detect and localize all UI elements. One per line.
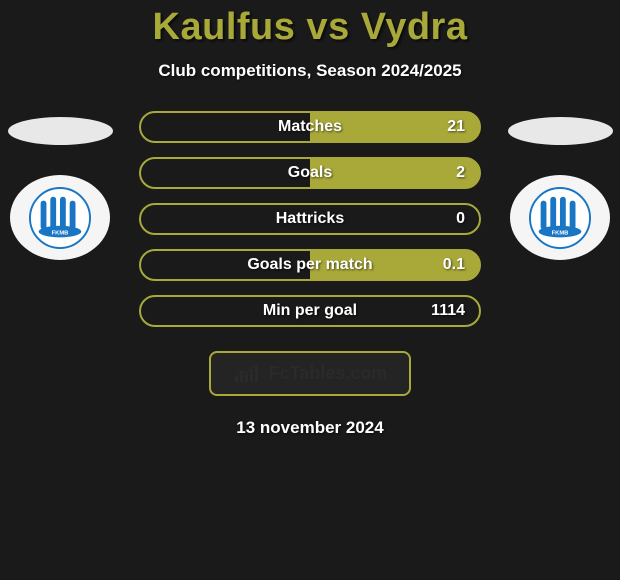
club-logo-right-icon: FKMB bbox=[529, 187, 591, 249]
stat-rows: Matches 21 Goals 2 Hattricks 0 Goals per match… bbox=[139, 111, 481, 327]
stat-value-right: 2 bbox=[456, 164, 465, 182]
stat-row: Min per goal 1114 bbox=[139, 295, 481, 327]
stat-value-right: 0.1 bbox=[443, 256, 465, 274]
svg-text:FKMB: FKMB bbox=[552, 230, 569, 236]
club-badge-left: FKMB bbox=[10, 175, 110, 260]
content-container: Kaulfus vs Vydra Club competitions, Seas… bbox=[0, 0, 620, 580]
player-left-avatar-placeholder bbox=[8, 117, 113, 145]
club-badge-right: FKMB bbox=[510, 175, 610, 260]
page-title: Kaulfus vs Vydra bbox=[153, 6, 468, 49]
brand-box: FcTables.com bbox=[209, 351, 412, 396]
player-left-column: FKMB bbox=[0, 111, 120, 260]
club-logo-left-icon: FKMB bbox=[29, 187, 91, 249]
brand-text: FcTables.com bbox=[269, 363, 388, 384]
stat-label: Goals bbox=[288, 164, 332, 182]
comparison-section: FKMB FKMB Matches 2 bbox=[0, 111, 620, 327]
stat-label: Matches bbox=[278, 118, 342, 136]
stat-row: Goals per match 0.1 bbox=[139, 249, 481, 281]
stat-row: Matches 21 bbox=[139, 111, 481, 143]
stat-value-right: 21 bbox=[447, 118, 465, 136]
stat-label: Goals per match bbox=[247, 256, 372, 274]
stat-label: Hattricks bbox=[276, 210, 344, 228]
stat-value-right: 1114 bbox=[431, 302, 465, 320]
stat-value-right: 0 bbox=[456, 210, 465, 228]
svg-text:FKMB: FKMB bbox=[52, 230, 69, 236]
date-line: 13 november 2024 bbox=[236, 418, 383, 438]
stat-row: Goals 2 bbox=[139, 157, 481, 189]
stat-row: Hattricks 0 bbox=[139, 203, 481, 235]
player-right-avatar-placeholder bbox=[508, 117, 613, 145]
player-right-column: FKMB bbox=[500, 111, 620, 260]
stat-label: Min per goal bbox=[263, 302, 357, 320]
subtitle: Club competitions, Season 2024/2025 bbox=[158, 61, 461, 81]
brand-chart-icon bbox=[233, 364, 261, 384]
